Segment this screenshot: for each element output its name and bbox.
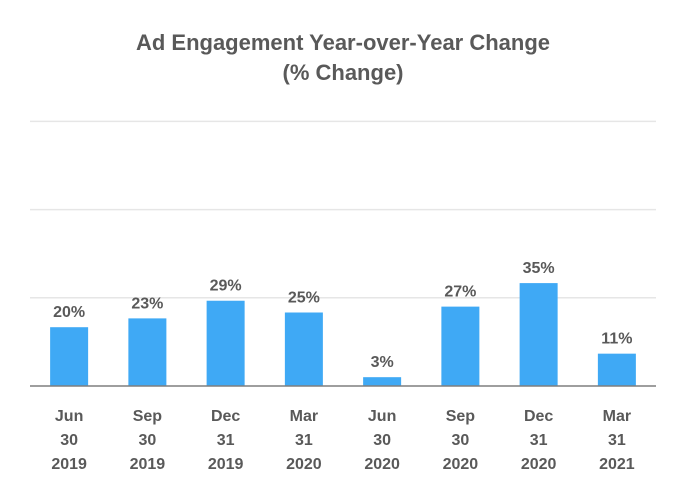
x-tick-label-3: Mar 31 2020 xyxy=(286,408,322,473)
data-label-7: 11% xyxy=(601,331,632,348)
x-tick-label-6: Dec 31 2020 xyxy=(521,408,557,473)
data-label-5: 27% xyxy=(444,284,476,301)
chart-title: Ad Engagement Year-over-Year Change (% C… xyxy=(0,28,686,88)
data-label-1: 23% xyxy=(131,295,163,312)
chart-subtitle: (% Change) xyxy=(282,60,404,85)
data-label-6: 35% xyxy=(523,260,555,277)
x-tick-label-7: Mar 31 2021 xyxy=(599,408,635,473)
bar-2 xyxy=(206,300,245,386)
bar-6 xyxy=(519,283,558,386)
x-tick-label-0: Jun 30 2019 xyxy=(51,408,87,473)
bar-5 xyxy=(441,306,480,386)
chart-title-line: Ad Engagement Year-over-Year Change xyxy=(135,30,551,55)
data-label-0: 20% xyxy=(53,304,85,321)
x-tick-label-4: Jun 30 2020 xyxy=(364,408,400,473)
data-label-3: 25% xyxy=(288,290,320,307)
bar-4 xyxy=(363,377,402,386)
x-tick-label-1: Sep 30 2019 xyxy=(130,408,166,473)
x-tick-label-2: Dec 31 2019 xyxy=(208,408,244,473)
data-label-2: 29% xyxy=(210,278,242,295)
bar-3 xyxy=(284,312,323,386)
x-tick-label-5: Sep 30 2020 xyxy=(443,408,479,473)
bar-0 xyxy=(50,327,89,386)
bar-1 xyxy=(128,318,167,386)
data-label-4: 3% xyxy=(371,354,394,371)
bar-7 xyxy=(597,353,636,386)
